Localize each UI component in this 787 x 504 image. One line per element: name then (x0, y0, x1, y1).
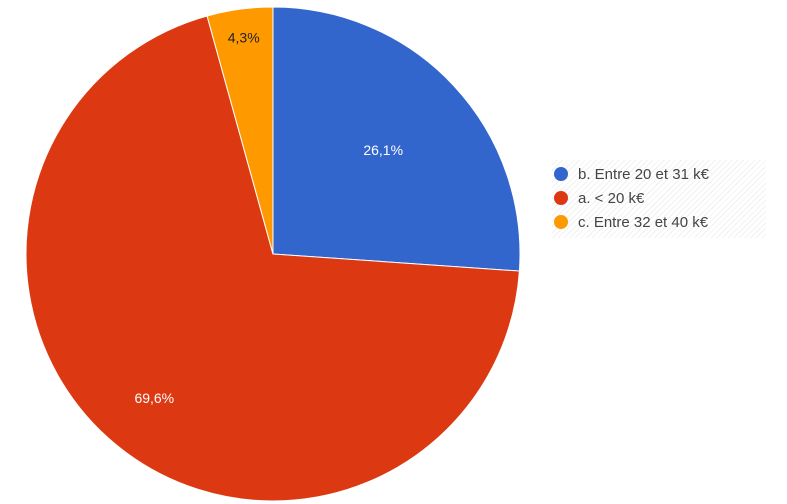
legend-label: b. Entre 20 et 31 k€ (578, 165, 709, 183)
chart-legend: b. Entre 20 et 31 k€ a. < 20 k€ c. Entre… (552, 160, 766, 238)
legend-label: a. < 20 k€ (578, 189, 645, 207)
slice-percent-label: 4,3% (228, 29, 260, 45)
legend-item-b[interactable]: b. Entre 20 et 31 k€ (552, 162, 762, 186)
legend-item-c[interactable]: c. Entre 32 et 40 k€ (552, 210, 762, 234)
pie-slice[interactable] (272, 6, 521, 272)
legend-item-a[interactable]: a. < 20 k€ (552, 186, 762, 210)
legend-swatch-icon (554, 191, 568, 205)
legend-label: c. Entre 32 et 40 k€ (578, 213, 709, 231)
pie-slice[interactable] (206, 6, 274, 255)
pie-slice[interactable] (25, 15, 520, 502)
legend-swatch-icon (554, 215, 568, 229)
slice-percent-label: 26,1% (363, 142, 403, 158)
legend-swatch-icon (554, 167, 568, 181)
slice-percent-label: 69,6% (134, 390, 174, 406)
